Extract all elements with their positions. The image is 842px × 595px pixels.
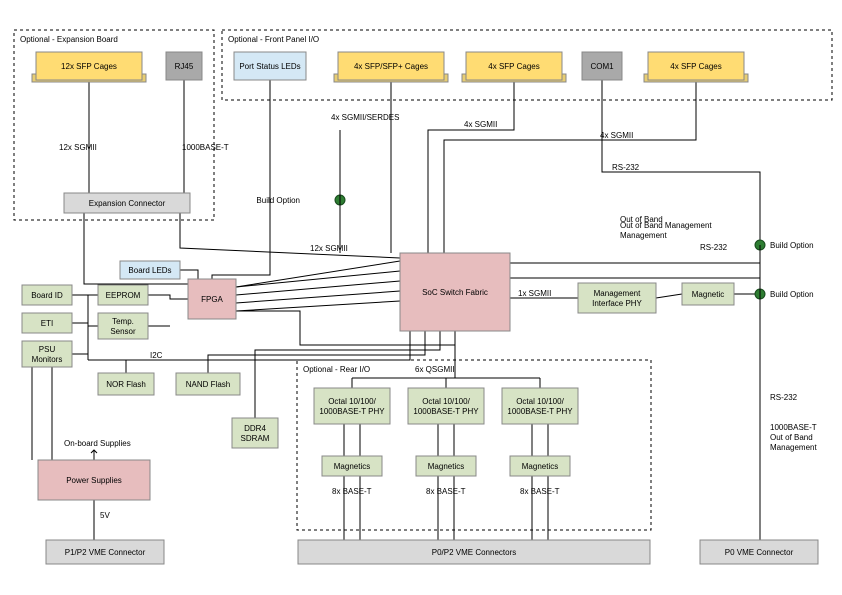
lbl-sgmii12: 12x SGMII: [59, 143, 97, 152]
group-rear-title: Optional - Rear I/O: [303, 365, 370, 374]
lbl-qsgmii6: 6x QSGMII: [415, 365, 455, 374]
lbl-1000oob2: Out of Band: [770, 433, 813, 442]
lbl-rs232-top: RS-232: [700, 243, 728, 252]
node-nandflash-label: NAND Flash: [186, 380, 230, 389]
node-exp-conn-label: Expansion Connector: [89, 199, 166, 208]
node-psup-label: Power Supplies: [66, 476, 122, 485]
node-mag0-label: Magnetics: [334, 462, 370, 471]
lbl-rs232-bot: RS-232: [770, 393, 798, 402]
l-fpga-soc-0: [236, 271, 400, 287]
lbl-buildopt-top: Build Option: [256, 196, 300, 205]
node-sfpsfp4-label: 4x SFP/SFP+ Cages: [354, 62, 428, 71]
node-p0-label: P0 VME Connector: [725, 548, 794, 557]
node-oct2: [502, 388, 578, 424]
node-sfp12-label: 12x SFP Cages: [61, 62, 117, 71]
node-p0p2-label: P0/P2 VME Connectors: [432, 548, 516, 557]
node-oct1-label-1: 1000BASE-T PHY: [413, 407, 479, 416]
node-p1p2-label: P1/P2 VME Connector: [65, 548, 146, 557]
node-tempsens-label-1: Sensor: [110, 327, 136, 336]
node-oct1-label-0: Octal 10/100/: [422, 397, 470, 406]
lbl-sgmii4a: 4x SGMII: [464, 120, 497, 129]
node-magnetic-label: Magnetic: [692, 290, 724, 299]
node-tempsens-label-0: Temp.: [112, 317, 134, 326]
node-oct0-label-1: 1000BASE-T PHY: [319, 407, 385, 416]
lbl-onboard: On-board Supplies: [64, 439, 131, 448]
lbl-bo-2: Build Option: [770, 290, 814, 299]
node-mag2-label: Magnetics: [522, 462, 558, 471]
lbl-8bt-0: 8x BASE-T: [332, 487, 372, 496]
node-oct1: [408, 388, 484, 424]
node-rj45-label: RJ45: [175, 62, 194, 71]
node-ddr4-label-0: DDR4: [244, 424, 266, 433]
lbl-8bt-2: 8x BASE-T: [520, 487, 560, 496]
lbl-i2c: I2C: [150, 351, 163, 360]
node-soc-label: SoC Switch Fabric: [422, 288, 488, 297]
node-oct0-label-0: Octal 10/100/: [328, 397, 376, 406]
lbl-1000oob3: Management: [770, 443, 817, 452]
l-bleds-fpga: [180, 270, 198, 279]
lbl-oob-line1: Out of Band: [620, 215, 663, 224]
group-rear: [297, 360, 651, 530]
node-port-leds-label: Port Status LEDs: [239, 62, 300, 71]
l-leds-fpga: [212, 80, 270, 279]
group-frontpanel-title: Optional - Front Panel I/O: [228, 35, 319, 44]
l-sfp4a-soc: [428, 82, 514, 253]
lbl-1000oob1: 1000BASE-T: [770, 423, 817, 432]
node-fpga-label: FPGA: [201, 295, 223, 304]
node-sfp4b-label: 4x SFP Cages: [670, 62, 721, 71]
lbl-5v: 5V: [100, 511, 110, 520]
node-oct2-label-1: 1000BASE-T PHY: [507, 407, 573, 416]
lbl-rs232-com1: RS-232: [612, 163, 640, 172]
node-mgmt-phy-label-0: Management: [594, 289, 641, 298]
node-psu-mon-label-0: PSU: [39, 345, 56, 354]
l-fpga-soc-3: [236, 301, 400, 311]
l-eep-fpga: [148, 295, 188, 299]
node-board-leds-label: Board LEDs: [128, 266, 171, 275]
node-com1-label: COM1: [590, 62, 614, 71]
lbl-oob-b: Management: [620, 231, 667, 240]
group-expansion-title: Optional - Expansion Board: [20, 35, 118, 44]
lbl-sgmii1: 1x SGMII: [518, 289, 551, 298]
lbl-exp-sgmii12: 12x SGMII: [310, 244, 348, 253]
node-oct2-label-0: Octal 10/100/: [516, 397, 564, 406]
node-board-id-label: Board ID: [31, 291, 63, 300]
l-mgmt-mag: [656, 294, 682, 298]
node-norflash-label: NOR Flash: [106, 380, 146, 389]
lbl-1000bt: 1000BASE-T: [182, 143, 229, 152]
lbl-bo-1: Build Option: [770, 241, 814, 250]
l-i2c-v: [72, 295, 88, 360]
node-psu-mon-label-1: Monitors: [32, 355, 63, 364]
node-eti-label: ETI: [41, 319, 53, 328]
node-mgmt-phy-label-1: Interface PHY: [592, 299, 642, 308]
lbl-8bt-1: 8x BASE-T: [426, 487, 466, 496]
lbl-sgmii4b: 4x SGMII: [600, 131, 633, 140]
node-eeprom-label: EEPROM: [106, 291, 141, 300]
node-oct0: [314, 388, 390, 424]
node-mag1-label: Magnetics: [428, 462, 464, 471]
lbl-serdes4: 4x SGMII/SERDES: [331, 113, 399, 122]
node-ddr4: [232, 418, 278, 448]
node-sfp4a-label: 4x SFP Cages: [488, 62, 539, 71]
node-mgmt-phy: [578, 283, 656, 313]
node-ddr4-label-1: SDRAM: [241, 434, 270, 443]
arrow-onboard: [91, 450, 97, 460]
